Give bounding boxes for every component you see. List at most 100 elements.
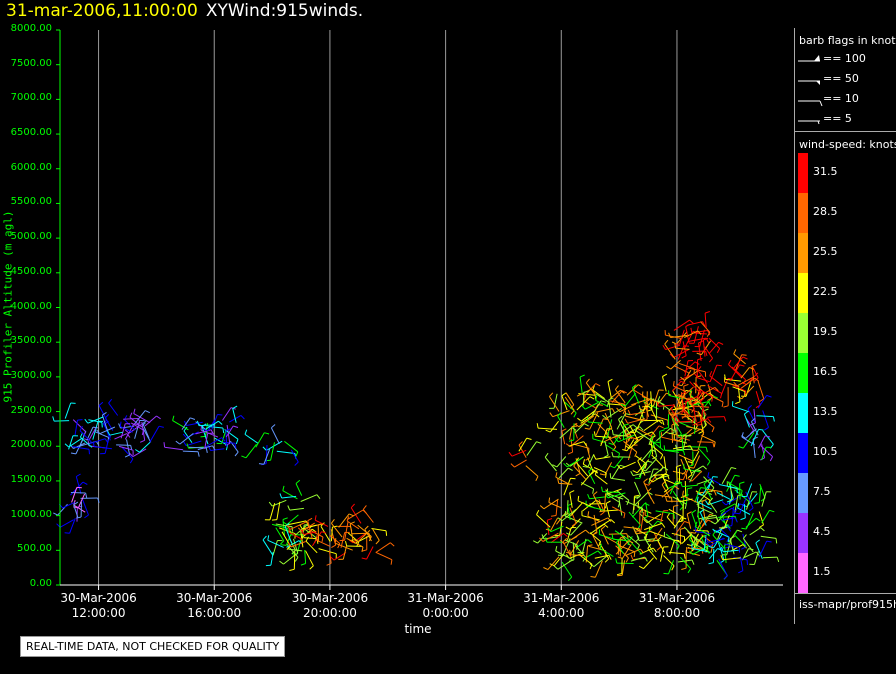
wind-barb-flag	[641, 391, 644, 397]
wind-barb	[318, 548, 337, 555]
wind-barb-flag	[286, 545, 291, 550]
wind-barb-flag	[98, 401, 104, 406]
wind-barb-flag	[599, 543, 602, 549]
wind-barb	[511, 449, 527, 457]
title-product: XYWind:915winds.	[205, 1, 364, 21]
wind-barb	[668, 394, 684, 400]
wind-barb	[606, 408, 622, 419]
wind-barb-flag	[584, 423, 589, 427]
wind-barb	[283, 554, 297, 565]
wind-barb	[291, 541, 306, 548]
wind-barb-flag	[563, 533, 568, 537]
wind-barb	[553, 393, 558, 409]
wind-barb-flag	[617, 453, 621, 459]
wind-barb-flag	[602, 414, 607, 419]
wind-barb	[698, 448, 711, 462]
wind-barb-flag	[138, 418, 141, 424]
wind-barb-flag	[724, 374, 726, 380]
wind-barb-flag	[593, 431, 596, 437]
wind-barb-flag	[747, 405, 752, 410]
wind-barb	[270, 442, 275, 461]
wind-barb	[704, 313, 707, 328]
wind-barb-flag	[696, 352, 702, 356]
wind-barb	[584, 402, 599, 410]
wind-barb	[695, 526, 711, 537]
wind-barb	[221, 441, 236, 444]
colorbar: 31.5 28.5 25.5 22.5 19.5 16.5 13.5 10.5 7.5 4.5 1.…	[795, 153, 896, 593]
y-tick-label: 7000.00	[10, 92, 52, 104]
flag-legend-label: == 10	[823, 92, 859, 105]
wind-barb	[94, 431, 109, 438]
wind-barb	[602, 491, 619, 493]
wind-barb-flag	[294, 557, 299, 562]
wind-barb-flag	[544, 452, 549, 458]
wind-barb	[740, 367, 750, 379]
wind-barb-flag	[205, 447, 208, 453]
wind-barb-flag	[741, 435, 746, 439]
wind-barb	[573, 443, 589, 449]
wind-barb-flag	[697, 396, 701, 401]
wind-barb	[75, 476, 82, 495]
wind-barb	[561, 561, 573, 578]
wind-barb-flag	[574, 423, 580, 428]
wind-barb-flag	[536, 423, 539, 429]
wind-barb-flag	[241, 455, 247, 459]
wind-barb	[761, 491, 767, 507]
wind-barb-flag	[264, 432, 270, 435]
wind-barb	[580, 470, 594, 486]
wind-barb	[618, 544, 635, 553]
wind-barb	[694, 519, 703, 534]
wind-barb-flag	[225, 445, 228, 451]
wind-barb	[718, 484, 738, 489]
wind-barb	[599, 548, 614, 557]
y-tick-label: 6500.00	[10, 127, 52, 139]
wind-barb	[622, 544, 632, 559]
wind-barb-flag	[636, 535, 640, 541]
wind-barb-flag	[647, 460, 653, 463]
wind-barb	[761, 446, 767, 461]
wind-barb	[346, 537, 364, 548]
wind-barb	[681, 392, 683, 407]
wind-barb	[611, 465, 621, 479]
wind-barb	[624, 392, 637, 407]
x-axis-label: time	[404, 622, 432, 636]
wind-barb-flag	[551, 515, 557, 517]
wind-barb	[142, 423, 150, 439]
wind-barb-flag	[691, 418, 695, 424]
wind-barb	[181, 417, 191, 430]
wind-barb	[75, 438, 84, 455]
wind-barb-flag	[570, 477, 576, 480]
wind-barb	[693, 455, 701, 469]
wind-barb-flag	[618, 415, 623, 420]
wind-barb-flag	[608, 397, 614, 401]
wind-barb	[344, 521, 349, 541]
wind-barb	[557, 560, 572, 570]
wind-barb	[751, 365, 759, 379]
wind-barb	[564, 515, 583, 524]
wind-barb	[626, 384, 639, 396]
wind-barb-flag	[648, 439, 651, 446]
wind-barb	[709, 548, 718, 560]
wind-barb-flag	[721, 501, 727, 506]
wind-barb-flag	[772, 416, 775, 422]
wind-barb	[593, 555, 608, 567]
wind-barb-flag	[588, 467, 593, 472]
wind-barb-flag	[584, 427, 590, 430]
wind-barb-flag	[734, 474, 740, 477]
wind-barb-flag	[279, 540, 285, 545]
wind-barb	[707, 476, 721, 485]
wind-barb	[553, 554, 564, 567]
wind-barb-flag	[733, 381, 738, 387]
wind-barb-flag	[144, 410, 151, 414]
wind-barb-flag	[687, 568, 692, 574]
quality-disclaimer: REAL-TIME DATA, NOT CHECKED FOR QUALITY	[20, 636, 286, 657]
wind-barb	[104, 424, 111, 441]
wind-barb	[661, 436, 678, 442]
wind-barb-flag	[769, 456, 774, 462]
wind-barb	[745, 517, 757, 528]
wind-barb-flag	[107, 430, 111, 436]
wind-barb	[677, 345, 685, 360]
y-tick-label: 2000.00	[10, 439, 52, 451]
wind-barb	[681, 533, 693, 544]
wind-barb-flag	[258, 463, 264, 465]
